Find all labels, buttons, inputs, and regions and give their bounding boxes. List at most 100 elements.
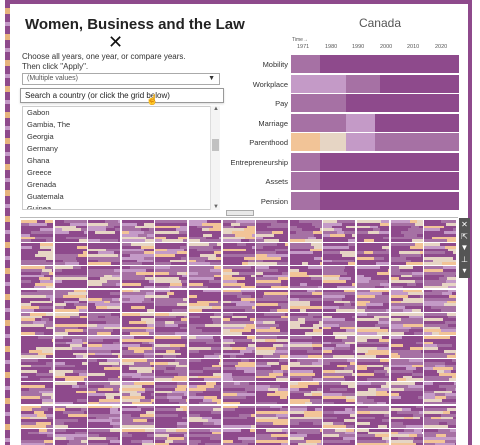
country-grid-cell[interactable]: [21, 312, 53, 335]
list-scrollbar[interactable]: ▲ ▼: [210, 106, 220, 210]
country-grid-cell[interactable]: [189, 405, 221, 428]
country-grid-cell[interactable]: [88, 405, 121, 428]
country-grid-cell[interactable]: [189, 428, 221, 445]
country-grid-cell[interactable]: [155, 405, 188, 428]
heatmap-cell[interactable]: [291, 74, 347, 93]
country-grid-cell[interactable]: [88, 312, 121, 335]
heatmap-cell[interactable]: [319, 152, 459, 171]
country-grid-cell[interactable]: [390, 220, 423, 242]
country-grid-cell[interactable]: [222, 382, 255, 405]
country-grid-cell[interactable]: [357, 336, 389, 358]
pin-icon[interactable]: ⊥: [461, 254, 468, 264]
country-grid-cell[interactable]: [424, 243, 457, 266]
country-grid-cell[interactable]: [121, 312, 154, 335]
country-grid-cell[interactable]: [390, 405, 423, 428]
heatmap-row[interactable]: [291, 55, 459, 73]
country-grid-cell[interactable]: [323, 266, 356, 289]
country-grid-cell[interactable]: [54, 359, 87, 382]
pane-resize-handle[interactable]: [226, 210, 254, 216]
country-grid-cell[interactable]: [424, 312, 457, 335]
country-grid-cell[interactable]: [289, 359, 322, 382]
heatmap-cell[interactable]: [380, 74, 459, 93]
country-grid-cell[interactable]: [424, 289, 457, 312]
country-grid-cell[interactable]: [256, 220, 289, 242]
country-grid-cell[interactable]: [256, 312, 289, 335]
country-grid-cell[interactable]: [21, 289, 53, 312]
country-grid-cell[interactable]: [289, 266, 322, 289]
close-icon[interactable]: ✕: [461, 220, 468, 229]
country-grid-cell[interactable]: [155, 382, 188, 405]
country-grid-cell[interactable]: [424, 428, 457, 445]
country-grid-cell[interactable]: [88, 336, 121, 358]
country-grid-cell[interactable]: [424, 382, 457, 405]
country-grid-cell[interactable]: [155, 312, 188, 335]
country-grid-cell[interactable]: [189, 312, 221, 335]
country-grid-cell[interactable]: [390, 289, 423, 312]
country-grid-cell[interactable]: [323, 359, 356, 382]
country-grid-cell[interactable]: [189, 359, 221, 382]
country-grid-cell[interactable]: [424, 220, 457, 242]
country-grid-cell[interactable]: [390, 243, 423, 266]
heatmap-row[interactable]: [291, 152, 459, 171]
country-grid-cell[interactable]: [424, 405, 457, 428]
country-grid-cell[interactable]: [222, 312, 255, 335]
country-grid-cell[interactable]: [289, 312, 322, 335]
heatmap-cell[interactable]: [346, 74, 381, 93]
heatmap-row[interactable]: [291, 74, 459, 93]
heatmap-cell[interactable]: [319, 191, 459, 210]
country-grid-cell[interactable]: [323, 405, 356, 428]
country-grid-cell[interactable]: [155, 243, 188, 266]
country-grid-cell[interactable]: [88, 220, 121, 242]
list-item[interactable]: Germany: [27, 144, 58, 153]
heatmap-cell[interactable]: [374, 113, 459, 132]
country-grid-cell[interactable]: [54, 428, 87, 445]
country-grid-cell[interactable]: [323, 336, 356, 358]
country-grid[interactable]: [20, 217, 458, 445]
heatmap-cell[interactable]: [291, 94, 347, 112]
country-grid-cell[interactable]: [54, 243, 87, 266]
country-grid-cell[interactable]: [121, 220, 154, 242]
country-grid-cell[interactable]: [289, 405, 322, 428]
country-grid-cell[interactable]: [357, 220, 389, 242]
country-grid-cell[interactable]: [357, 405, 389, 428]
country-grid-cell[interactable]: [289, 336, 322, 358]
country-grid-cell[interactable]: [54, 336, 87, 358]
list-item[interactable]: Grenada: [27, 180, 57, 189]
country-grid-cell[interactable]: [189, 289, 221, 312]
country-grid-cell[interactable]: [88, 382, 121, 405]
country-grid-cell[interactable]: [222, 359, 255, 382]
heatmap-row[interactable]: [291, 172, 459, 190]
country-grid-cell[interactable]: [390, 266, 423, 289]
country-grid-cell[interactable]: [189, 266, 221, 289]
country-grid-cell[interactable]: [323, 243, 356, 266]
country-grid-cell[interactable]: [357, 266, 389, 289]
country-grid-cell[interactable]: [88, 243, 121, 266]
country-grid-cell[interactable]: [121, 405, 154, 428]
country-grid-cell[interactable]: [289, 382, 322, 405]
country-grid-cell[interactable]: [54, 405, 87, 428]
country-grid-cell[interactable]: [21, 336, 53, 358]
heatmap-row[interactable]: [291, 94, 459, 112]
heatmap-cell[interactable]: [346, 113, 375, 132]
country-grid-cell[interactable]: [424, 266, 457, 289]
country-grid-cell[interactable]: [54, 382, 87, 405]
country-grid-cell[interactable]: [390, 359, 423, 382]
heatmap-cell[interactable]: [346, 94, 459, 112]
country-grid-cell[interactable]: [189, 336, 221, 358]
country-grid-cell[interactable]: [21, 266, 53, 289]
country-grid-cell[interactable]: [21, 243, 53, 266]
list-item[interactable]: Guatemala: [27, 192, 64, 201]
country-grid-cell[interactable]: [155, 336, 188, 358]
list-item[interactable]: Greece: [27, 168, 52, 177]
country-grid-cell[interactable]: [88, 428, 121, 445]
country-grid-cell[interactable]: [54, 220, 87, 242]
country-grid-cell[interactable]: [155, 428, 188, 445]
country-grid-cell[interactable]: [222, 289, 255, 312]
filter-icon[interactable]: ▼: [460, 243, 469, 252]
country-grid-cell[interactable]: [289, 243, 322, 266]
country-grid-cell[interactable]: [323, 312, 356, 335]
country-grid-cell[interactable]: [54, 266, 87, 289]
country-grid-cell[interactable]: [256, 428, 289, 445]
country-grid-cell[interactable]: [121, 266, 154, 289]
country-grid-cell[interactable]: [121, 243, 154, 266]
